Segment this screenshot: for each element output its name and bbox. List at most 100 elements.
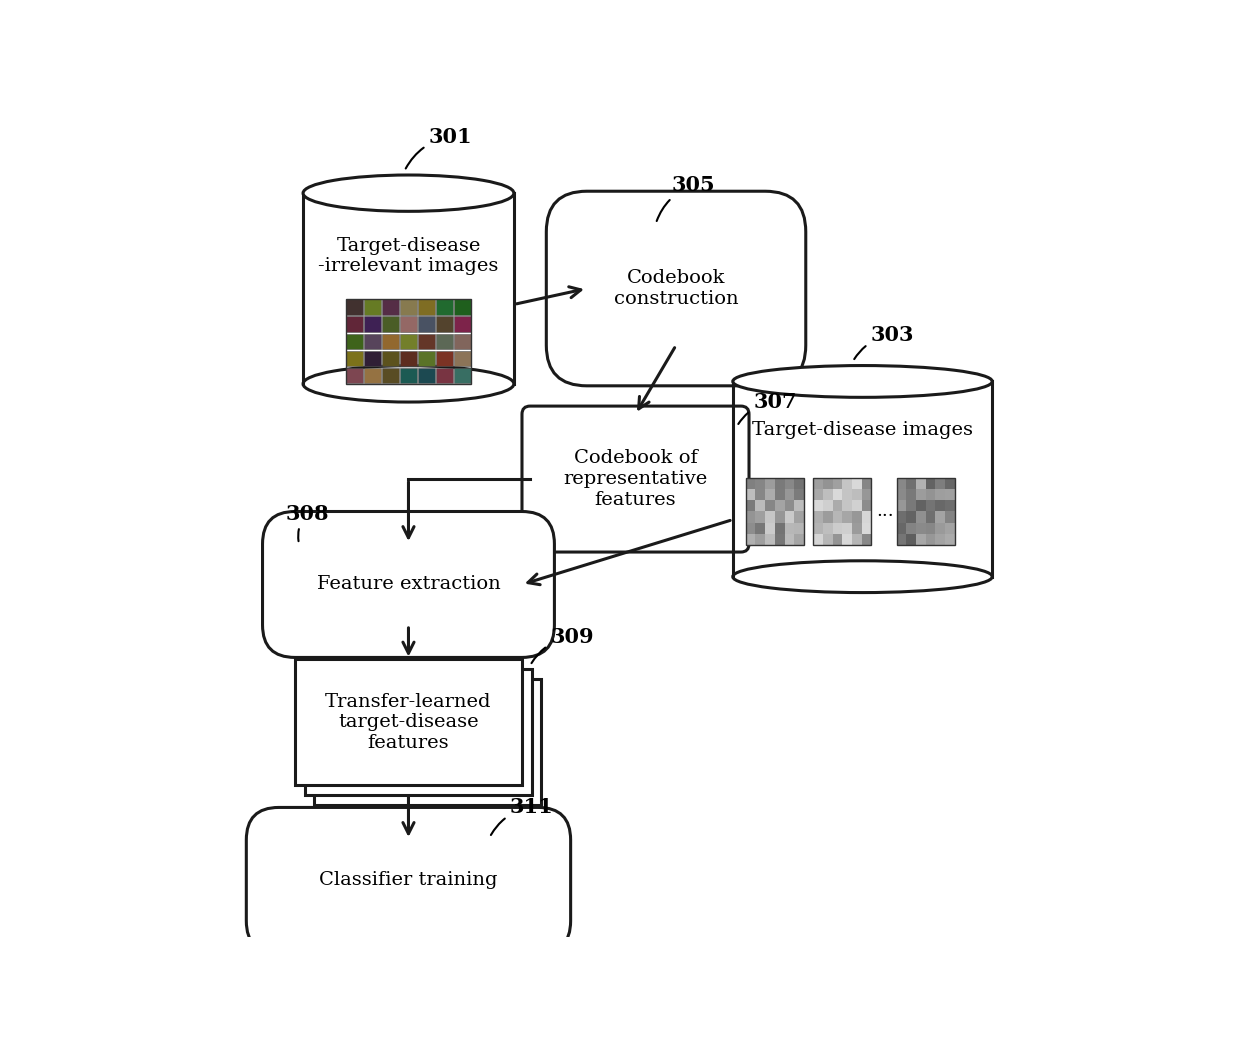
Bar bbox=[813, 522, 823, 534]
Bar bbox=[823, 490, 832, 500]
Bar bbox=[842, 522, 852, 534]
Bar bbox=[926, 478, 935, 490]
Bar bbox=[785, 534, 795, 544]
Bar bbox=[906, 522, 916, 534]
Bar bbox=[775, 522, 785, 534]
Bar bbox=[418, 334, 434, 349]
Bar bbox=[745, 512, 755, 522]
Ellipse shape bbox=[303, 175, 513, 212]
Bar bbox=[303, 193, 513, 384]
Bar bbox=[832, 478, 842, 490]
Bar bbox=[897, 522, 906, 534]
Bar bbox=[832, 534, 842, 544]
Bar bbox=[755, 512, 765, 522]
Text: 311: 311 bbox=[491, 797, 553, 835]
Ellipse shape bbox=[733, 365, 992, 397]
Bar bbox=[906, 500, 916, 512]
Bar bbox=[945, 534, 955, 544]
Bar bbox=[454, 367, 470, 383]
Bar bbox=[935, 512, 945, 522]
Bar bbox=[755, 490, 765, 500]
Bar bbox=[852, 534, 862, 544]
Bar bbox=[365, 367, 381, 383]
Bar bbox=[945, 522, 955, 534]
Bar bbox=[346, 317, 363, 332]
Bar bbox=[785, 512, 795, 522]
Bar bbox=[755, 534, 765, 544]
Bar bbox=[852, 512, 862, 522]
Bar bbox=[842, 478, 852, 490]
Bar bbox=[897, 478, 955, 544]
Bar bbox=[755, 522, 765, 534]
Bar bbox=[842, 512, 852, 522]
Bar bbox=[785, 500, 795, 512]
Text: Classifier training: Classifier training bbox=[319, 872, 497, 890]
Bar bbox=[906, 534, 916, 544]
Text: 305: 305 bbox=[657, 175, 715, 221]
Bar bbox=[823, 512, 832, 522]
Bar bbox=[365, 299, 381, 315]
FancyBboxPatch shape bbox=[263, 512, 554, 657]
Bar bbox=[862, 490, 872, 500]
Bar bbox=[436, 334, 453, 349]
Bar bbox=[945, 500, 955, 512]
FancyBboxPatch shape bbox=[522, 406, 749, 552]
Bar bbox=[842, 500, 852, 512]
Bar bbox=[765, 522, 775, 534]
Bar bbox=[823, 478, 832, 490]
Bar bbox=[852, 478, 862, 490]
Bar bbox=[382, 317, 399, 332]
Bar bbox=[897, 500, 906, 512]
Bar bbox=[926, 512, 935, 522]
Bar bbox=[823, 500, 832, 512]
Bar bbox=[436, 317, 453, 332]
Bar bbox=[765, 490, 775, 500]
Bar bbox=[906, 478, 916, 490]
Bar bbox=[862, 512, 872, 522]
Bar bbox=[785, 478, 795, 490]
Bar bbox=[813, 512, 823, 522]
Bar bbox=[745, 522, 755, 534]
Bar bbox=[842, 534, 852, 544]
Bar bbox=[454, 334, 470, 349]
Bar bbox=[745, 500, 755, 512]
Bar bbox=[346, 299, 471, 383]
Text: Transfer-learned
target-disease
features: Transfer-learned target-disease features bbox=[325, 693, 492, 752]
Bar bbox=[906, 512, 916, 522]
Text: Feature extraction: Feature extraction bbox=[316, 576, 501, 594]
Bar bbox=[382, 367, 399, 383]
Bar bbox=[813, 478, 823, 490]
Bar bbox=[916, 534, 926, 544]
Bar bbox=[945, 512, 955, 522]
Bar bbox=[436, 299, 453, 315]
Bar bbox=[935, 534, 945, 544]
Bar bbox=[785, 490, 795, 500]
Bar bbox=[832, 522, 842, 534]
Bar bbox=[916, 522, 926, 534]
Bar bbox=[945, 490, 955, 500]
Bar bbox=[755, 478, 765, 490]
Text: 309: 309 bbox=[532, 627, 594, 663]
Bar bbox=[775, 500, 785, 512]
Bar bbox=[832, 500, 842, 512]
Bar bbox=[745, 534, 755, 544]
Bar bbox=[897, 490, 906, 500]
Bar bbox=[755, 500, 765, 512]
Bar bbox=[418, 367, 434, 383]
Bar bbox=[897, 534, 906, 544]
Bar bbox=[365, 351, 381, 366]
Text: 307: 307 bbox=[738, 392, 796, 424]
Bar bbox=[916, 490, 926, 500]
Bar bbox=[945, 478, 955, 490]
Bar bbox=[346, 299, 363, 315]
Bar bbox=[401, 367, 417, 383]
Bar bbox=[795, 534, 805, 544]
Bar bbox=[775, 490, 785, 500]
Bar bbox=[897, 512, 906, 522]
Bar bbox=[436, 351, 453, 366]
Bar bbox=[813, 534, 823, 544]
Bar bbox=[897, 478, 906, 490]
Bar bbox=[382, 351, 399, 366]
Bar bbox=[926, 500, 935, 512]
Ellipse shape bbox=[303, 365, 513, 402]
